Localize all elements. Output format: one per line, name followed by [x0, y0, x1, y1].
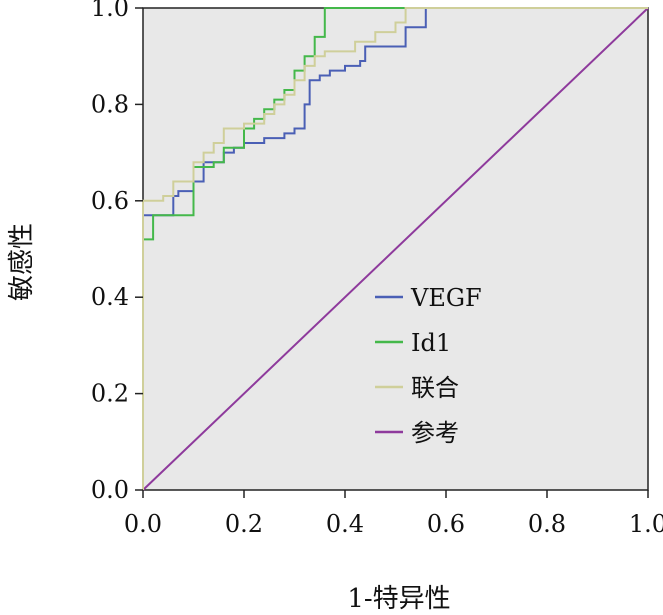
series-layer [142, 7, 649, 491]
legend-label: Id1 [411, 329, 451, 357]
y-tick-label: 0.8 [91, 90, 129, 118]
y-tick-label: 1.0 [91, 0, 129, 22]
legend-label: 参考 [411, 419, 459, 447]
x-tick-label: 0.8 [528, 510, 566, 538]
x-tick-label: 0.2 [225, 510, 263, 538]
ticks-layer: 0.0 0.2 0.4 0.6 0.8 1.0 0.0 0.2 0.4 0.6 0.8 1.0 [91, 0, 663, 538]
series-line-2 [142, 7, 648, 490]
x-tick-label: 1.0 [629, 510, 663, 538]
x-axis-title: 1-特异性 [347, 584, 450, 614]
y-tick-label: 0.4 [91, 283, 129, 311]
y-tick-label: 0.6 [91, 187, 129, 215]
legend-label: 联合 [411, 374, 459, 402]
y-tick-label: 0.2 [91, 380, 129, 408]
y-tick-label: 0.0 [91, 476, 129, 504]
legend-label: VEGF [410, 284, 482, 312]
y-axis-title: 敏感性 [7, 223, 37, 301]
x-tick-label: 0.0 [124, 510, 162, 538]
x-tick-label: 0.6 [427, 510, 465, 538]
series-line-3 [142, 7, 649, 491]
x-tick-label: 0.4 [326, 510, 364, 538]
